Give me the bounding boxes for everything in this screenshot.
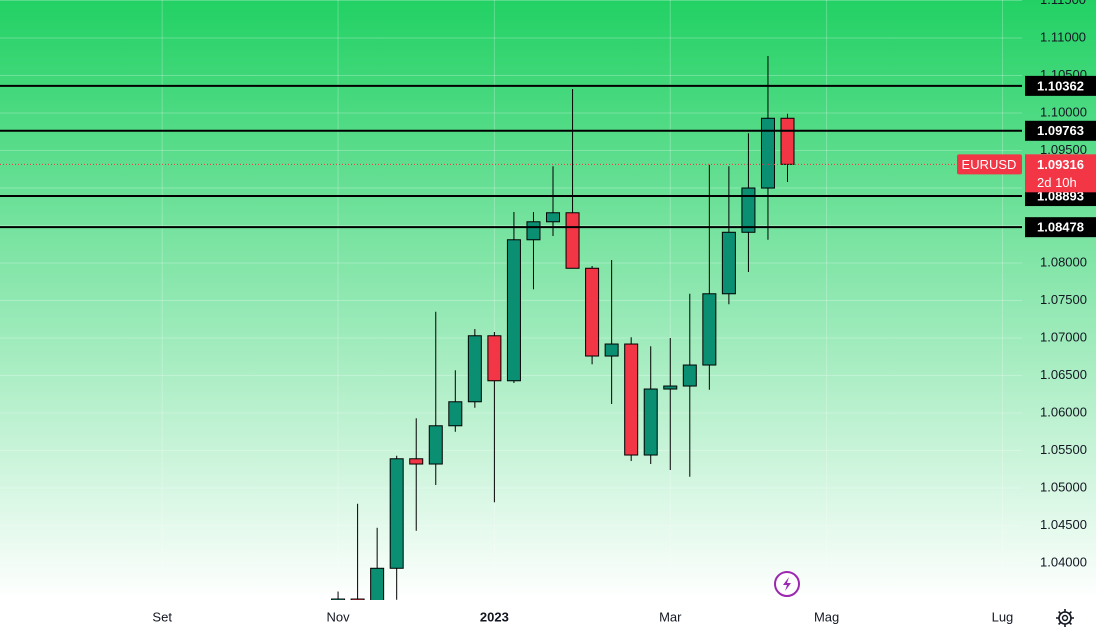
candle-body <box>467 335 482 403</box>
level-label-box <box>1025 75 1096 96</box>
background <box>0 0 1096 600</box>
candle-body <box>663 385 678 390</box>
candle-body <box>760 117 775 189</box>
price-box <box>1025 154 1096 193</box>
x-tick-label: Mar <box>659 609 682 624</box>
y-tick-label: 1.05500 <box>1040 442 1087 457</box>
y-tick-label: 1.05000 <box>1040 479 1087 494</box>
candle-body <box>565 212 580 269</box>
candle-body <box>643 388 658 456</box>
candle-body <box>741 187 756 233</box>
countdown-label: 2d 10h <box>1037 175 1077 190</box>
x-tick-label: 2023 <box>480 609 509 624</box>
candle-body <box>331 598 346 600</box>
candle-body <box>526 221 541 241</box>
level-label-box <box>1025 120 1096 141</box>
candle-body <box>624 343 639 456</box>
y-tick-label: 1.07000 <box>1040 329 1087 344</box>
x-tick-label: Nov <box>326 609 350 624</box>
symbol-box <box>957 154 1022 175</box>
candle-body <box>370 567 385 600</box>
current-price-label: 1.09316 <box>1037 157 1084 172</box>
candle-body <box>487 335 502 382</box>
lightning-icon[interactable] <box>774 571 800 597</box>
y-tick-label: 1.07500 <box>1040 292 1087 307</box>
candle-body <box>546 212 561 223</box>
y-tick-label: 1.06000 <box>1040 404 1087 419</box>
level-label: 1.08478 <box>1037 220 1084 235</box>
y-tick-label: 1.08000 <box>1040 254 1087 269</box>
x-tick-label: Set <box>152 609 172 624</box>
x-tick-label: Mag <box>814 609 839 624</box>
symbol-label: EURUSD <box>962 157 1017 172</box>
candle-body <box>780 117 795 165</box>
y-tick-label: 1.04500 <box>1040 517 1087 532</box>
candle-body <box>409 458 424 465</box>
y-tick-label: 1.09500 <box>1040 142 1087 157</box>
x-axis-area <box>0 600 1096 632</box>
y-tick-label: 1.06500 <box>1040 367 1087 382</box>
candle-body <box>682 364 697 387</box>
candle-body <box>350 598 365 600</box>
level-label: 1.09763 <box>1037 123 1084 138</box>
candle-body <box>389 458 404 569</box>
candle-body <box>721 231 736 295</box>
y-tick-label: 1.11500 <box>1040 0 1086 7</box>
candle-body <box>448 401 463 427</box>
candle-body <box>506 239 521 382</box>
candle-body <box>428 425 443 465</box>
y-tick-label: 1.10000 <box>1040 104 1087 119</box>
settings-gear[interactable] <box>1056 609 1074 627</box>
level-label-box <box>1025 217 1096 238</box>
x-tick-label: Lug <box>992 609 1014 624</box>
y-tick-label: 1.11000 <box>1040 29 1086 44</box>
level-label: 1.10362 <box>1037 78 1084 93</box>
candle-body <box>585 267 600 357</box>
candle-body <box>702 293 717 366</box>
y-tick-label: 1.04000 <box>1040 554 1087 569</box>
candle-body <box>604 343 619 357</box>
